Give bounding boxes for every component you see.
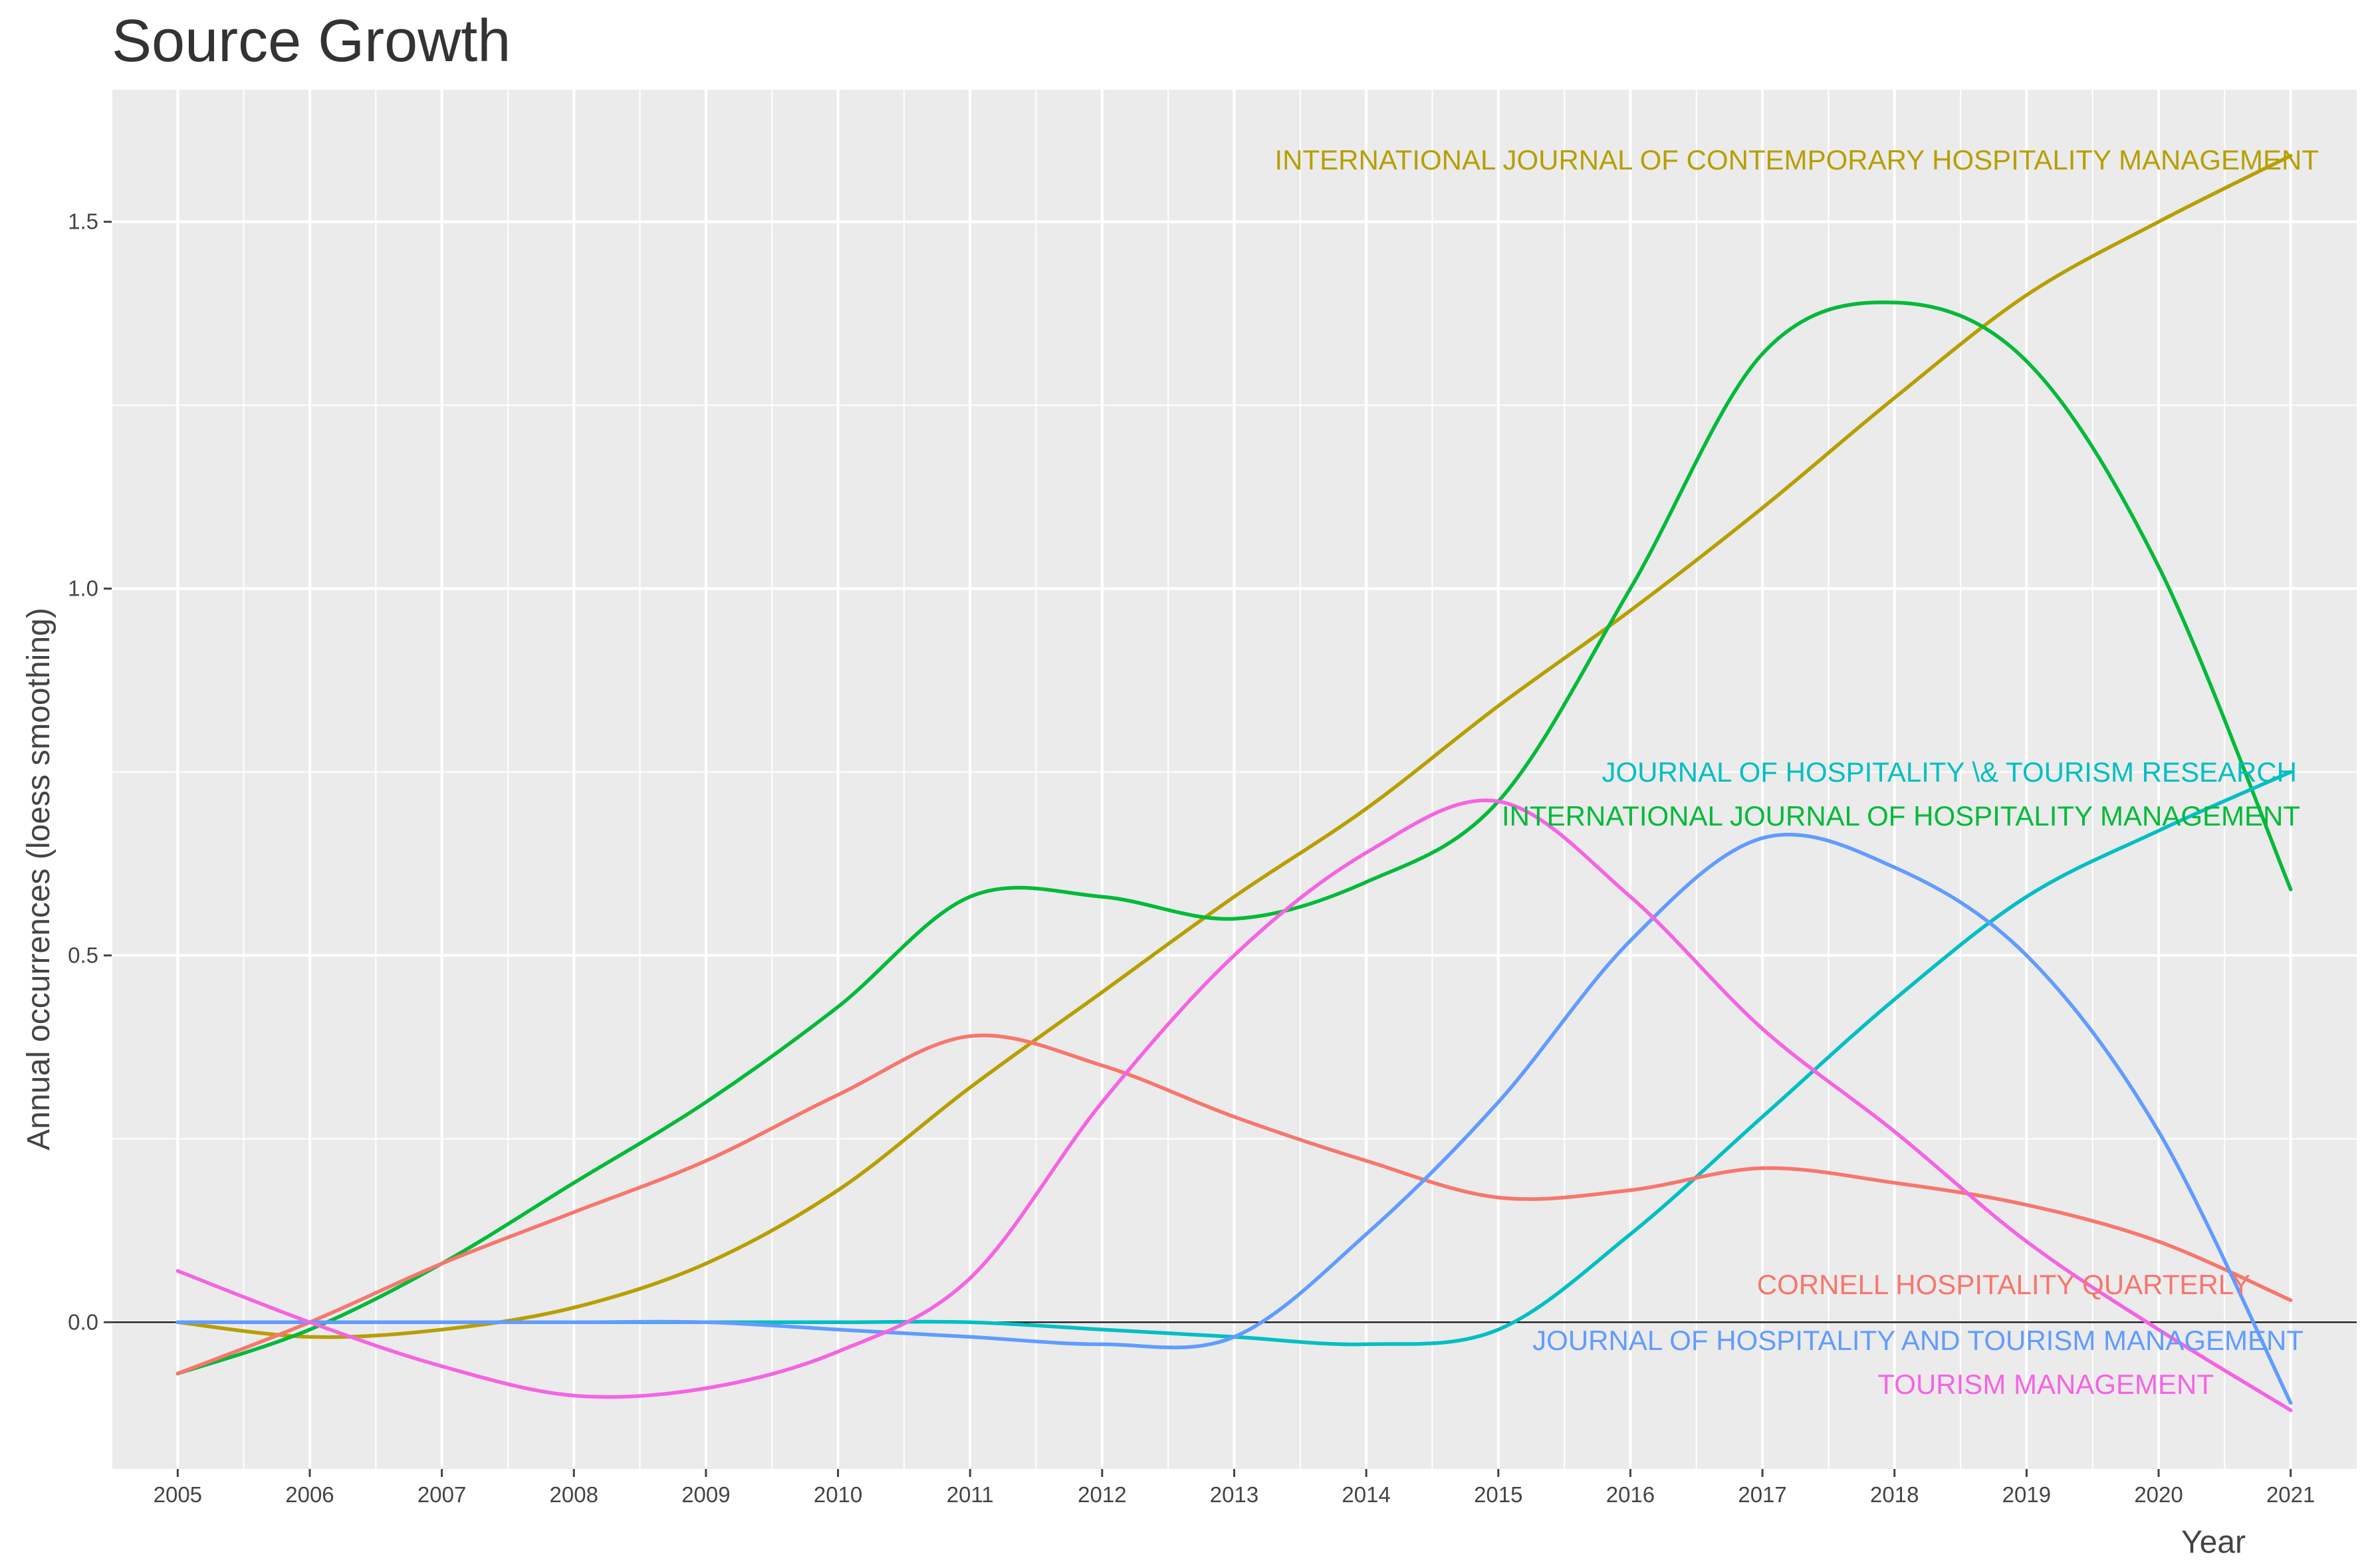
x-tick-label: 2009	[681, 1482, 730, 1507]
x-tick-label: 2007	[417, 1482, 466, 1507]
x-tick-label: 2006	[285, 1482, 334, 1507]
series-line-journal-of-hospitality-and-tourism-management	[176, 832, 2293, 1405]
y-tick-label: 0.0	[68, 1309, 98, 1334]
x-tick-label: 2012	[1078, 1482, 1126, 1507]
x-tick-label: 2005	[154, 1482, 202, 1507]
x-tick-label: 2014	[1342, 1482, 1390, 1507]
series-label-cornell-hospitality-quarterly: CORNELL HOSPITALITY QUARTERLY	[1757, 1269, 2250, 1300]
x-tick-label: 2010	[814, 1482, 862, 1507]
x-tick-label: 2017	[1738, 1482, 1786, 1507]
series-label-journal-of-hospitality-and-tourism-management: JOURNAL OF HOSPITALITY AND TOURISM MANAG…	[1532, 1325, 2304, 1356]
x-tick-label: 2018	[1870, 1482, 1919, 1507]
series-line-international-journal-of-hospitality-management	[176, 300, 2293, 1376]
x-axis-title: Year	[2181, 1525, 2246, 1560]
y-tick-label: 0.5	[68, 943, 98, 967]
x-tick-label: 2008	[550, 1482, 598, 1507]
y-tick-label: 1.0	[68, 576, 98, 601]
series-label-international-journal-of-contemporary-hospitality-management: INTERNATIONAL JOURNAL OF CONTEMPORARY HO…	[1274, 144, 2319, 175]
series-line-tourism-management	[176, 798, 2293, 1412]
y-tick-label: 1.5	[68, 209, 98, 234]
series-label-journal-of-hospitality-tourism-research: JOURNAL OF HOSPITALITY \& TOURISM RESEAR…	[1601, 756, 2297, 788]
x-tick-label: 2016	[1606, 1482, 1655, 1507]
x-tick-label: 2021	[2266, 1482, 2315, 1507]
series-labels: INTERNATIONAL JOURNAL OF CONTEMPORARY HO…	[1274, 144, 2319, 1400]
x-tick-label: 2019	[2002, 1482, 2051, 1507]
y-axis-title: Annual occurrences (loess smoothing)	[21, 608, 57, 1150]
y-axis: 0.0 0.5 1.0 1.5	[68, 209, 112, 1334]
x-tick-label: 2020	[2134, 1482, 2183, 1507]
series-lines	[176, 154, 2293, 1412]
series-label-international-journal-of-hospitality-management: INTERNATIONAL JOURNAL OF HOSPITALITY MAN…	[1502, 800, 2300, 832]
x-tick-label: 2011	[947, 1482, 994, 1507]
series-line-cornell-hospitality-quarterly	[176, 1034, 2293, 1376]
x-tick-label: 2013	[1210, 1482, 1258, 1507]
series-label-tourism-management: TOURISM MANAGEMENT	[1877, 1369, 2214, 1400]
series-line-international-journal-of-contemporary-hospitality-management	[176, 154, 2293, 1339]
chart-title: Source Growth	[112, 8, 511, 74]
x-axis: 2005 2006 2007 2008 2009 2010 2011 2012 2013 2014…	[154, 1469, 2315, 1507]
x-tick-label: 2015	[1474, 1482, 1522, 1507]
